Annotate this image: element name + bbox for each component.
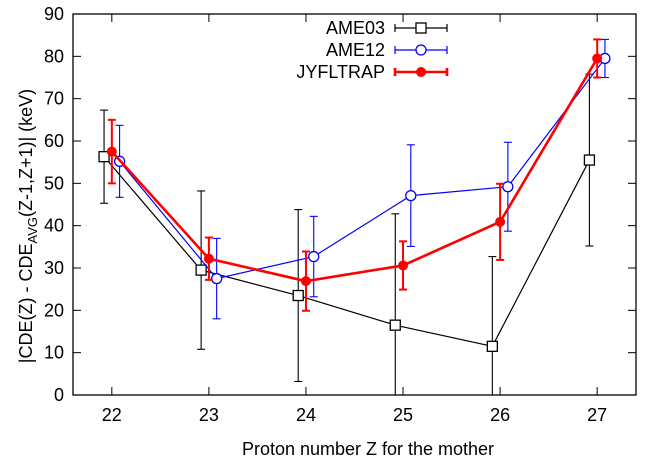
data-point-jyfltrap bbox=[398, 260, 409, 271]
legend-marker-ame03 bbox=[415, 22, 427, 34]
data-point-jyfltrap bbox=[592, 53, 603, 64]
y-tick-label: 70 bbox=[44, 89, 64, 109]
data-point-ame03 bbox=[195, 264, 207, 276]
data-point-ame03 bbox=[389, 319, 401, 331]
y-tick-label: 0 bbox=[54, 385, 64, 405]
y-tick-label: 20 bbox=[44, 300, 64, 320]
legend-marker-jyfltrap bbox=[416, 67, 426, 77]
data-point-ame03 bbox=[486, 340, 498, 352]
y-tick-label: 60 bbox=[44, 131, 64, 151]
x-tick-label: 25 bbox=[393, 405, 413, 425]
series-line-ame03 bbox=[103, 156, 590, 348]
series-ame03 bbox=[98, 73, 596, 395]
legend-label-jyfltrap: JYFLTRAP bbox=[296, 62, 385, 82]
axes: 0 10 20 30 40 50 60 70 80 90 22 23 24 25 26 27 bbox=[44, 4, 637, 425]
y-tick-label: 80 bbox=[44, 46, 64, 66]
y-axis-label-main: |CDE(Z) - CDE bbox=[16, 244, 36, 364]
y-axis-label-tail: (Z-1,Z+1)| (keV) bbox=[16, 89, 36, 217]
x-tick-label: 26 bbox=[490, 405, 510, 425]
data-point-ame12 bbox=[211, 272, 223, 285]
y-tick-label: 10 bbox=[44, 343, 64, 363]
series-jyfltrap bbox=[106, 38, 603, 312]
series-line-ame12 bbox=[119, 58, 606, 280]
data-point-ame12 bbox=[405, 189, 417, 202]
data-point-jyfltrap bbox=[106, 146, 117, 157]
y-axis-label: |CDE(Z) - CDEAVG(Z-1,Z+1)| (keV) bbox=[16, 89, 40, 363]
plot-frame bbox=[72, 13, 637, 396]
x-tick-label: 27 bbox=[587, 405, 607, 425]
data-point-ame03 bbox=[292, 289, 304, 302]
series-layer bbox=[98, 38, 611, 395]
data-point-jyfltrap bbox=[495, 216, 506, 227]
data-point-ame12 bbox=[308, 250, 320, 263]
data-point-jyfltrap bbox=[203, 253, 214, 264]
series-ame12 bbox=[113, 38, 611, 320]
y-tick-label: 90 bbox=[44, 4, 64, 24]
y-tick-label: 30 bbox=[44, 258, 64, 278]
y-tick-label: 50 bbox=[44, 173, 64, 193]
y-tick-label: 40 bbox=[44, 216, 64, 236]
series-line-jyfltrap bbox=[110, 57, 599, 283]
data-point-jyfltrap bbox=[300, 276, 311, 287]
data-point-ame03 bbox=[583, 154, 596, 166]
x-tick-label: 22 bbox=[102, 405, 122, 425]
legend-label-ame12: AME12 bbox=[326, 40, 385, 60]
legend-label-ame03: AME03 bbox=[326, 18, 385, 38]
x-tick-label: 24 bbox=[296, 405, 316, 425]
data-point-ame03 bbox=[98, 151, 110, 163]
x-axis-label: Proton number Z for the mother bbox=[242, 439, 494, 459]
legend-marker-ame12 bbox=[415, 44, 427, 56]
y-axis-label-subscript: AVG bbox=[25, 217, 40, 244]
x-tick-label: 23 bbox=[199, 405, 219, 425]
data-point-ame12 bbox=[502, 181, 514, 193]
